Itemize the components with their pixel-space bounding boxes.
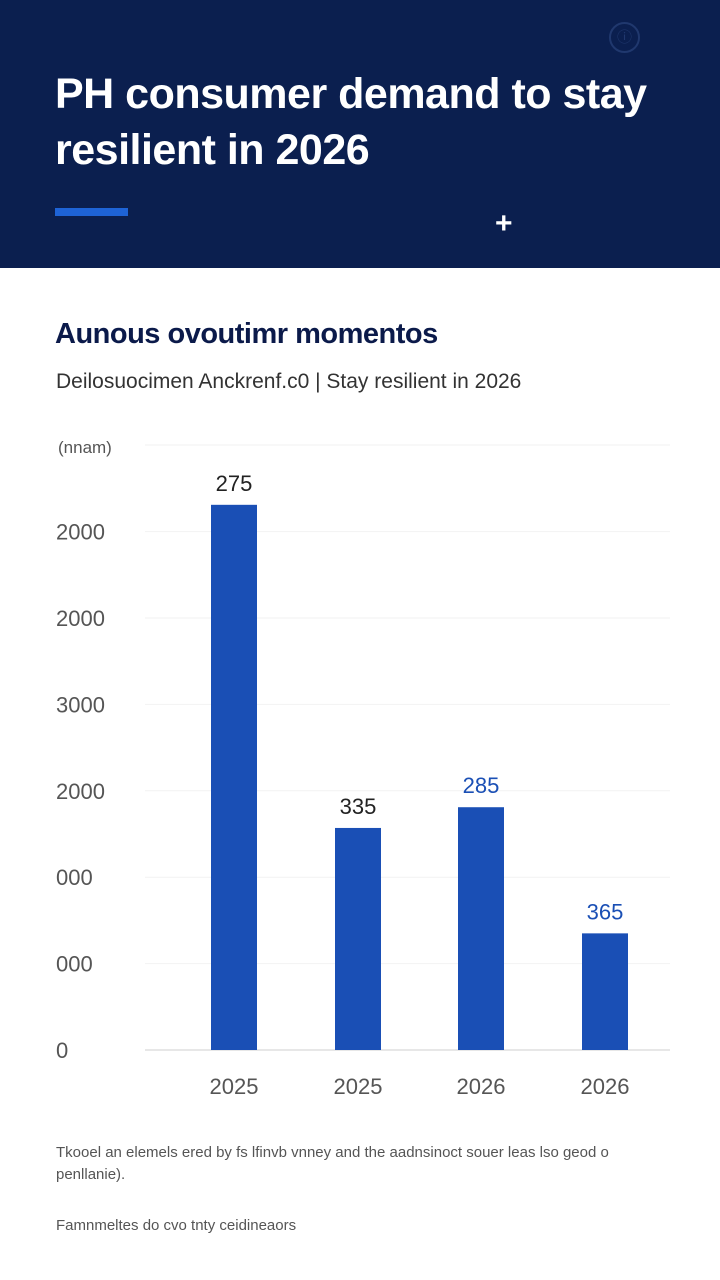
bar [582, 933, 628, 1050]
page-title: PH consumer demand to stay resilient in … [55, 70, 647, 174]
footnote: Tkooel an elemels ered by fs lfinvb vnne… [56, 1144, 609, 1183]
y-tick-label: 000 [56, 952, 93, 977]
y-tick-label: 3000 [56, 692, 105, 717]
bar [211, 504, 257, 1050]
y-tick-label: 2000 [56, 520, 105, 545]
x-tick-label: 2025 [210, 1074, 259, 1099]
data-label: 275 [216, 471, 253, 496]
bar [458, 807, 504, 1050]
header-banner: PH consumer demand to stay resilient in … [0, 0, 720, 268]
data-label: 285 [463, 773, 500, 798]
x-tick-label: 2026 [457, 1074, 506, 1099]
y-tick-label: 2000 [56, 779, 105, 804]
x-tick-label: 2026 [581, 1074, 630, 1099]
y-tick-label: 2000 [56, 606, 105, 631]
chart-subtitle: Deilosuocimen Anckrenf.c0 | Stay resilie… [56, 370, 522, 393]
accent-bar [55, 208, 128, 216]
y-tick-label: 0 [56, 1038, 68, 1063]
y-axis-label: (nnam) [58, 438, 112, 457]
plus-icon[interactable]: + [495, 207, 513, 240]
x-tick-label: 2025 [334, 1074, 383, 1099]
info-circle-icon: ⓘ [609, 22, 640, 53]
chart-title: Aunous ovoutimr momentos [55, 318, 438, 350]
data-label: 335 [340, 794, 377, 819]
bar [335, 827, 381, 1050]
source-note: Famnmeltes do cvo tnty ceidineaors [56, 1217, 297, 1234]
data-label: 365 [587, 899, 624, 924]
y-tick-label: 000 [56, 865, 93, 890]
